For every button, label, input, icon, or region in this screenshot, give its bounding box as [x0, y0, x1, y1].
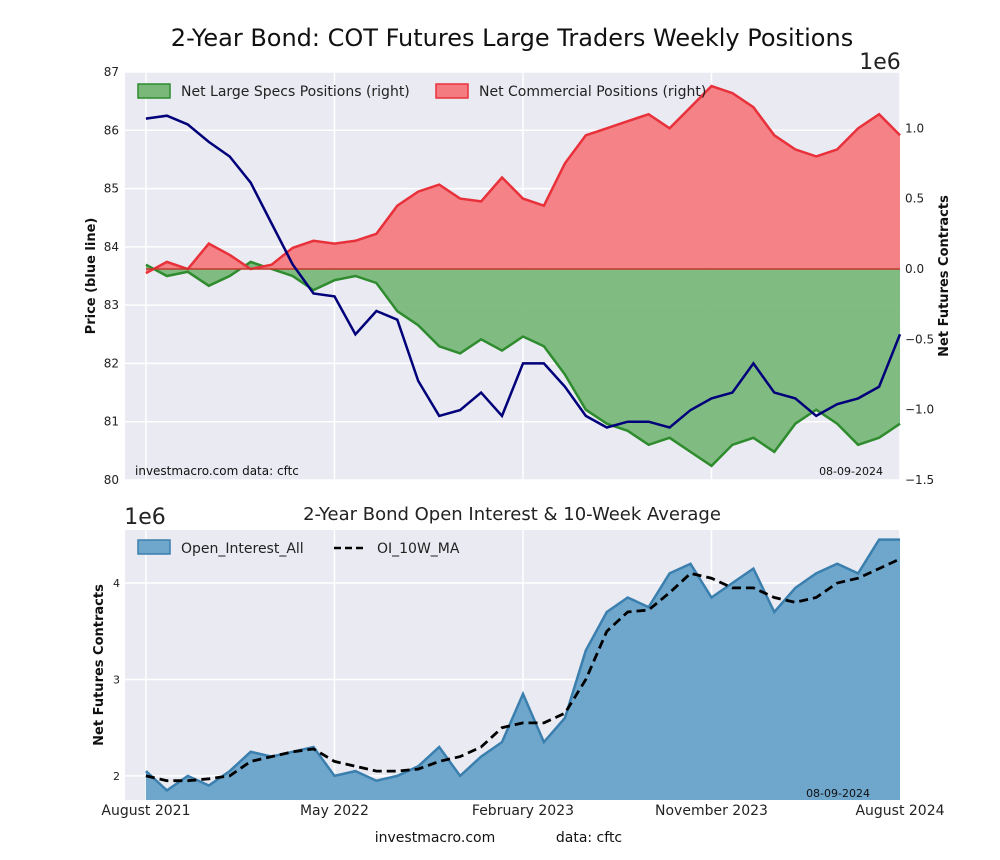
top-price-line: [145, 114, 902, 429]
top-right-tick-4: 0.5: [905, 192, 924, 206]
bottom-x-tick-3: November 2023: [655, 803, 768, 819]
footer-right: data: cftc: [556, 830, 622, 846]
top-right-tick-3: 0.0: [905, 262, 924, 276]
specs-area: [145, 261, 900, 466]
open-interest-chart: 2-Year Bond Open Interest & 10-Week Aver…: [92, 504, 945, 819]
price-line: [145, 114, 902, 429]
commercial-area: [145, 86, 900, 274]
legend-swatch-specs: [137, 83, 171, 99]
top-left-axis-label: Price (blue line): [84, 218, 99, 335]
top-left-axis-ticks: 80 81 82 83 84 85 86 87: [104, 65, 119, 487]
bottom-ma-line: [145, 557, 901, 783]
top-left-tick-1: 81: [104, 415, 119, 429]
footer-left: investmacro.com: [375, 830, 495, 846]
bottom-x-tick-1: May 2022: [300, 803, 369, 819]
top-right-tick-2: −0.5: [905, 332, 934, 346]
top-left-tick-5: 85: [104, 182, 119, 196]
top-position-areas: [145, 84, 901, 468]
bottom-legend: Open_Interest_All OI_10W_MA: [137, 539, 460, 557]
legend-label-specs: Net Large Specs Positions (right): [181, 84, 410, 100]
top-right-tick-0: −1.5: [905, 473, 934, 487]
bottom-y-tick-1: 3: [113, 673, 120, 686]
bottom-axis-ticks: 2 3 4: [113, 577, 120, 783]
top-left-tick-4: 84: [104, 240, 119, 254]
bottom-x-tick-0: August 2021: [101, 803, 190, 819]
top-left-tick-7: 87: [104, 65, 119, 79]
top-date-label: 08-09-2024: [819, 465, 883, 478]
top-watermark: investmacro.com data: cftc: [135, 464, 299, 478]
top-right-tick-1: −1.0: [905, 403, 934, 417]
legend-swatch-commercial: [435, 83, 469, 99]
bottom-x-tick-4: August 2024: [855, 803, 944, 819]
top-right-axis-label: Net Futures Contracts: [937, 195, 952, 357]
figure-title: 2-Year Bond: COT Futures Large Traders W…: [171, 24, 853, 52]
top-left-tick-6: 86: [104, 123, 119, 137]
bottom-date-label: 08-09-2024: [806, 787, 870, 800]
top-left-tick-3: 83: [104, 298, 119, 312]
commercial-line: [145, 84, 901, 275]
bottom-x-axis-ticks: August 2021 May 2022 February 2023 November…: [101, 803, 944, 819]
top-left-tick-2: 82: [104, 356, 119, 370]
legend-swatch-oi: [137, 539, 171, 555]
bottom-chart-title: 2-Year Bond Open Interest & 10-Week Aver…: [303, 504, 721, 525]
legend-label-ma: OI_10W_MA: [377, 541, 460, 557]
top-left-tick-0: 80: [104, 473, 119, 487]
bottom-axis-label: Net Futures Contracts: [92, 584, 107, 746]
top-right-axis-ticks: −1.5 −1.0 −0.5 0.0 0.5 1.0: [905, 121, 934, 487]
bottom-x-tick-2: February 2023: [472, 803, 574, 819]
legend-label-commercial: Net Commercial Positions (right): [479, 84, 706, 100]
top-legend: Net Large Specs Positions (right) Net Co…: [137, 83, 706, 100]
bottom-y-tick-2: 4: [113, 577, 120, 590]
price-positions-chart: 80 81 82 83 84 85 86 87 −1.5 −1.0 −0.5 0.0 0.5 1.0 1…: [84, 50, 952, 487]
oi-area: [145, 539, 900, 800]
top-right-tick-5: 1.0: [905, 121, 924, 135]
ma-line: [145, 557, 901, 783]
bottom-y-tick-0: 2: [113, 770, 120, 783]
top-offset-label: 1e6: [859, 50, 901, 75]
bottom-offset-label: 1e6: [124, 505, 166, 530]
legend-label-oi: Open_Interest_All: [181, 541, 304, 557]
